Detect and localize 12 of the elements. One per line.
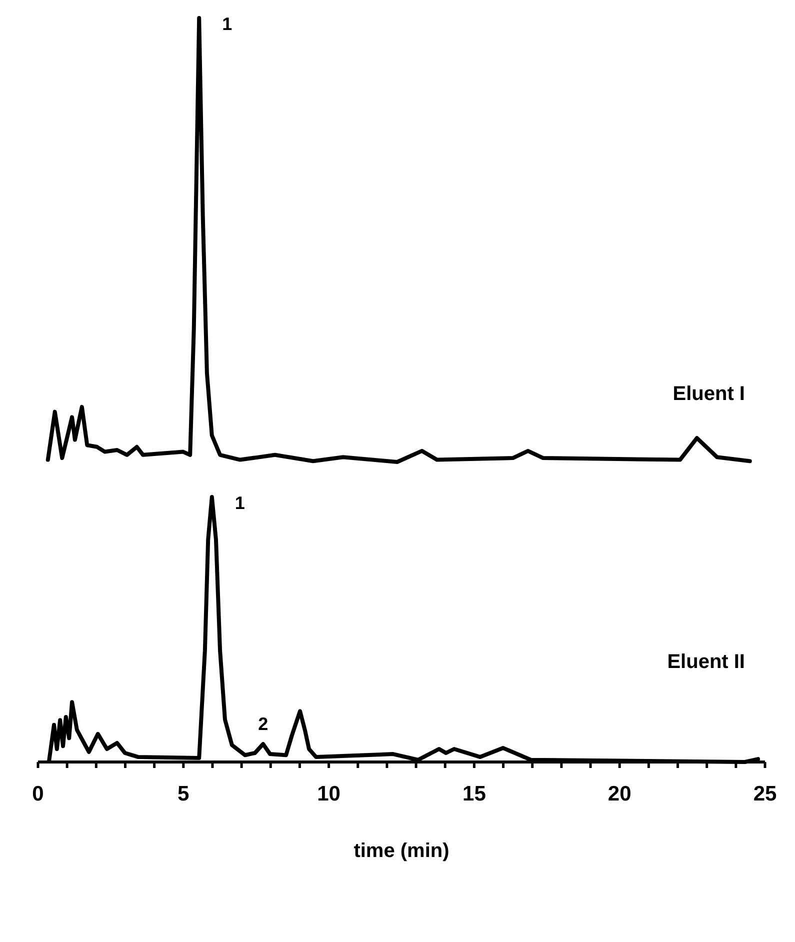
x-axis-title: time (min) — [354, 840, 450, 862]
text: Eluent I — [672, 383, 745, 405]
annotation: 2 — [258, 714, 268, 734]
annotation: 1 — [234, 493, 245, 513]
x-tick-label: 25 — [753, 782, 777, 806]
x-tick-label: 20 — [608, 782, 632, 806]
annotation: 1 — [222, 14, 232, 34]
text: Eluent II — [667, 651, 745, 673]
x-tick-label: 10 — [317, 782, 340, 806]
x-tick-label: 15 — [462, 782, 486, 806]
x-tick-label: 0 — [32, 782, 44, 806]
x-tick-label: 5 — [178, 782, 190, 806]
